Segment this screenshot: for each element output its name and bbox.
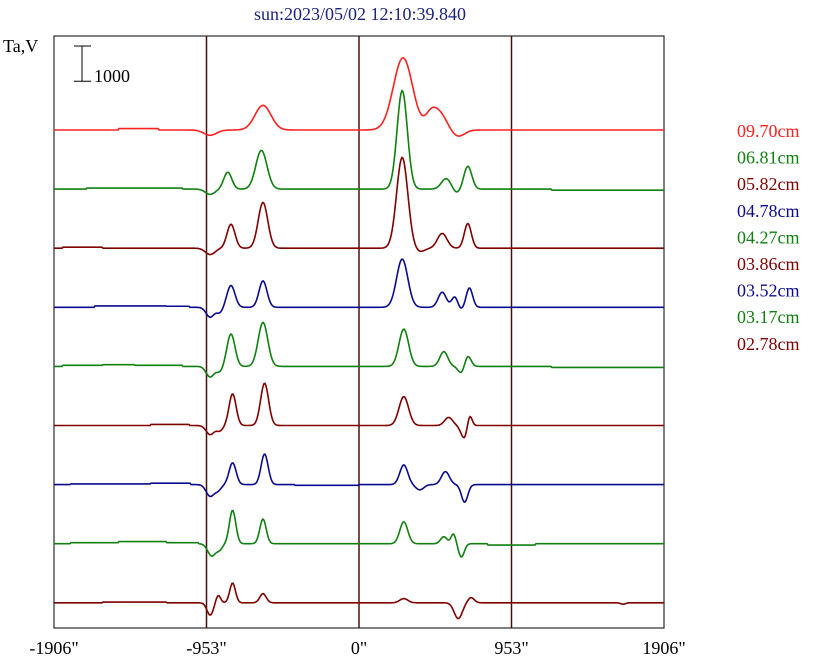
series-line-03.86cm xyxy=(54,382,664,439)
legend-entry-04.78cm: 04.78cm xyxy=(737,201,800,221)
legend-entry-03.86cm: 03.86cm xyxy=(737,254,800,274)
legend: 09.70cm 06.81cm 05.82cm 04.78cm 04.27cm 03.86… xyxy=(737,121,800,354)
series-line-04.27cm xyxy=(54,321,664,378)
x-tick-label-0: -1906" xyxy=(29,638,78,658)
legend-entry-02.78cm: 02.78cm xyxy=(737,334,800,354)
series-line-09.70cm xyxy=(54,56,664,137)
series-line-04.78cm xyxy=(54,258,664,319)
x-tick-label-2: 0" xyxy=(351,638,367,658)
series-lines xyxy=(54,56,664,620)
legend-entry-03.17cm: 03.17cm xyxy=(737,307,800,327)
scale-bar-label: 1000 xyxy=(94,66,130,86)
legend-entry-03.52cm: 03.52cm xyxy=(737,281,800,301)
chart-title: sun:2023/05/02 12:10:39.840 xyxy=(254,4,466,24)
x-tick-label-4: 1906" xyxy=(642,638,685,658)
series-line-06.81cm xyxy=(54,89,664,196)
series-line-03.52cm xyxy=(54,453,664,503)
legend-entry-04.27cm: 04.27cm xyxy=(737,227,800,247)
x-tick-labels: -1906" -953" 0" 953" 1906" xyxy=(29,638,685,658)
legend-entry-06.81cm: 06.81cm xyxy=(737,148,800,168)
series-line-03.17cm xyxy=(54,509,664,558)
legend-entry-09.70cm: 09.70cm xyxy=(737,121,800,141)
scale-bar: 1000 xyxy=(74,45,130,86)
x-tick-label-3: 953" xyxy=(494,638,528,658)
series-line-05.82cm xyxy=(54,156,664,256)
vertical-markers xyxy=(205,36,513,628)
series-line-02.78cm xyxy=(54,582,664,620)
y-axis-label: Ta,V xyxy=(3,36,38,56)
x-tick-label-1: -953" xyxy=(186,638,226,658)
legend-entry-05.82cm: 05.82cm xyxy=(737,174,800,194)
